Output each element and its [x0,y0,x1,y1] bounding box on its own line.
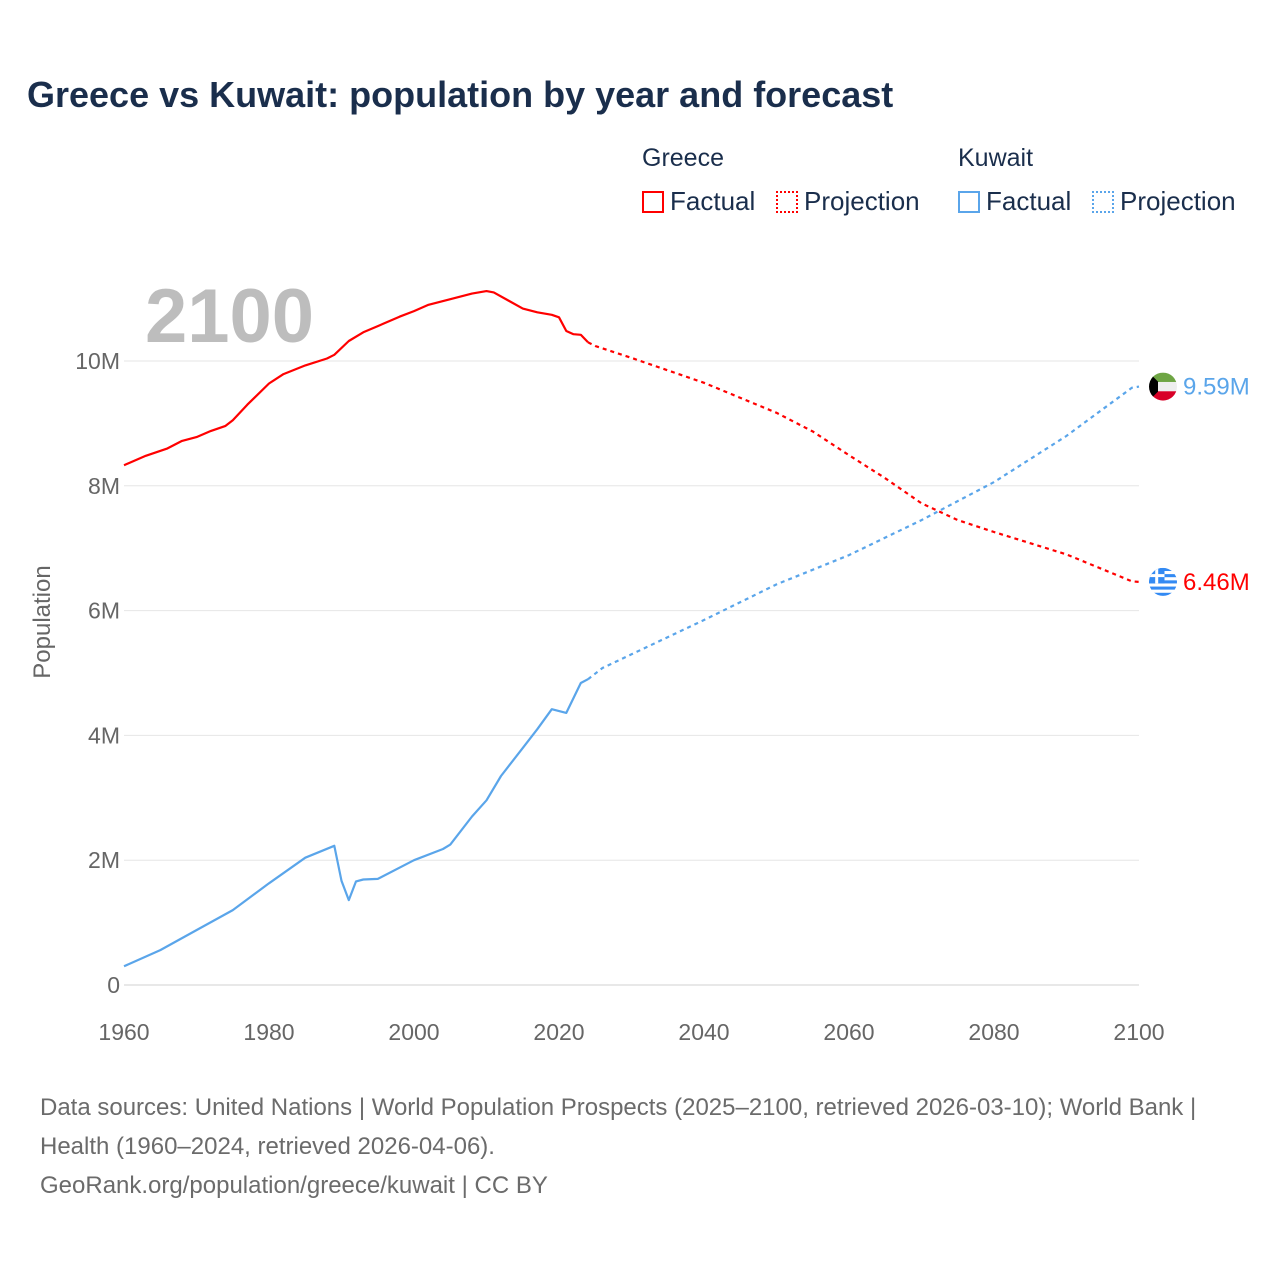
y-tick-label: 4M [88,722,120,748]
kuwait-end-label: 9.59M [1183,374,1250,401]
greece-end-label: 6.46M [1183,569,1250,596]
y-axis-label: Population [29,565,56,678]
flag-stripe [1149,381,1177,392]
legend-label: Projection [1120,186,1236,216]
flag-kuwait-icon [1149,372,1177,401]
legend-label: Factual [986,186,1072,216]
greece-projection-line [587,341,1140,583]
x-tick-label: 2040 [678,1019,729,1045]
flag-trapezoid [1149,372,1158,401]
x-tick-label: 2000 [388,1019,439,1045]
x-tick-label: 1980 [243,1019,294,1045]
legend-label: Factual [670,186,756,216]
credit: GeoRank.org/population/greece/kuwait | C… [40,1172,548,1199]
year-overlay: 2100 [145,274,314,359]
y-tick-label: 0 [107,972,120,998]
flag-stripe [1149,592,1177,596]
flag-stripe [1149,372,1177,382]
x-tick-label: 2020 [533,1019,584,1045]
kuwait-factual-line [123,678,589,968]
legend-label: Projection [804,186,920,216]
legend-group-greece: Greece [642,144,724,172]
flag-stripe [1149,391,1177,401]
y-tick-label: 6M [88,598,120,624]
legend-group-kuwait: Kuwait [958,144,1034,172]
x-tick-label: 2080 [968,1019,1019,1045]
flag-stripe [1149,589,1177,593]
legend-swatch-dotted [776,190,798,213]
greece-factual-line [123,290,589,467]
chart-title: Greece vs Kuwait: population by year and… [27,74,894,115]
legend-swatch-solid [958,190,980,213]
flag-body [1149,372,1177,401]
x-tick-label: 1960 [98,1019,149,1045]
kuwait-projection-line [587,385,1140,681]
y-tick-label: 10M [75,348,120,374]
flag-stripe [1149,586,1177,590]
legend-greece-factual[interactable]: Factual [642,186,755,217]
legend-swatch-solid [642,190,664,213]
y-tick-label: 8M [88,473,120,499]
x-tick-label: 2100 [1113,1019,1164,1045]
legend-greece-projection[interactable]: Projection [776,186,920,217]
flag-greece-icon [1149,567,1177,596]
legend-swatch-dotted [1092,190,1114,213]
data-sources: Data sources: United Nations | World Pop… [40,1094,1197,1160]
x-tick-label: 2060 [823,1019,874,1045]
legend-kuwait-factual[interactable]: Factual [958,186,1071,217]
flag-stripe [1149,583,1177,587]
footer: Data sources: United Nations | World Pop… [40,1088,1240,1205]
y-tick-label: 2M [88,847,120,873]
legend-kuwait-projection[interactable]: Projection [1092,186,1236,217]
flag-cross [1155,567,1159,584]
flag-body [1149,567,1177,596]
